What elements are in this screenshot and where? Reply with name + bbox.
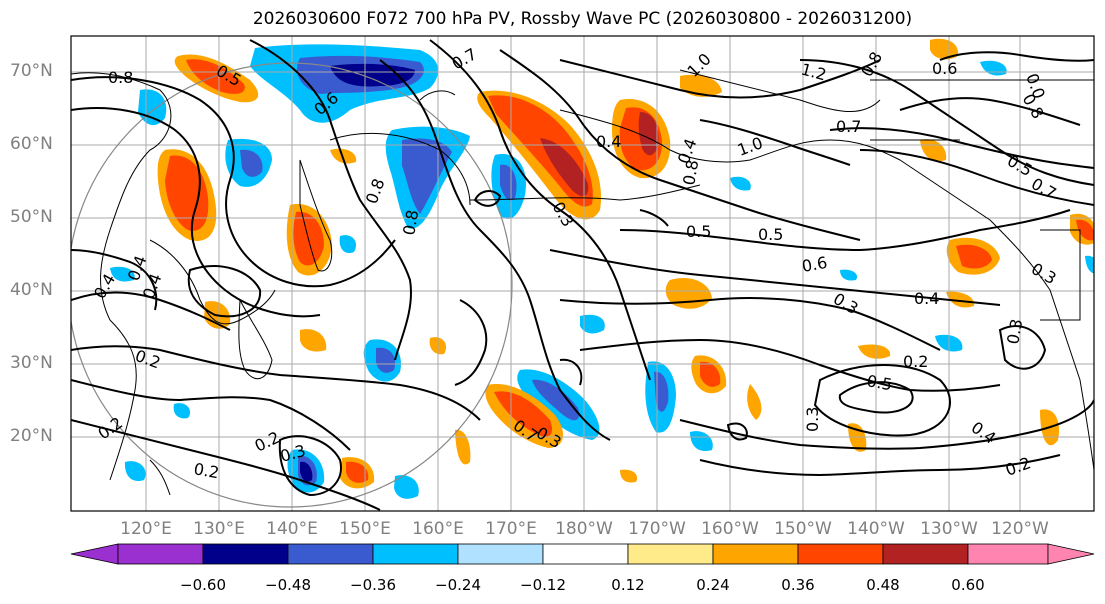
- map-frame: [70, 35, 1095, 512]
- colorbar-tick: 0.48: [866, 576, 900, 594]
- contour-label: 0.8: [679, 158, 702, 186]
- colorbar-tick: 0.12: [611, 576, 645, 594]
- map-title: 2026030600 F072 700 hPa PV, Rossby Wave …: [252, 9, 913, 29]
- contour-label: 0.2: [94, 413, 126, 443]
- lat-label-40n: 40°N: [10, 280, 53, 300]
- contour-label: 0.5: [865, 371, 893, 394]
- contour-label: 0.4: [914, 289, 939, 308]
- colorbar-bin: [882, 543, 969, 565]
- lon-label-140w: 140°W: [847, 519, 905, 539]
- contour-label: 0.3: [1003, 317, 1026, 345]
- pv-contours: [71, 39, 1094, 511]
- lat-label-20n: 20°N: [10, 426, 53, 446]
- colorbar-tick: −0.12: [520, 576, 566, 594]
- lon-label-150w: 150°W: [774, 519, 832, 539]
- contour-label: 0.4: [596, 132, 621, 151]
- contour-label: 0.3: [1028, 259, 1060, 288]
- colorbar: [70, 543, 1095, 565]
- colorbar-bin: [542, 543, 629, 565]
- contour-label: 0.6: [932, 59, 957, 78]
- colorbar-tick: −0.36: [350, 576, 396, 594]
- lon-label-140e: 140°E: [266, 519, 318, 539]
- lon-label-160w: 160°W: [701, 519, 759, 539]
- lon-label-170w: 170°W: [628, 519, 686, 539]
- colorbar-bin: [117, 543, 204, 565]
- contour-label: 0.7: [836, 117, 861, 136]
- contour-label: 0.7: [449, 44, 481, 73]
- contour-label: 0.5: [758, 225, 783, 244]
- colorbar-bin: [797, 543, 884, 565]
- colorbar-bin: [712, 543, 799, 565]
- negative-anomaly-shading: [110, 44, 1094, 499]
- contour-label: 0.2: [903, 352, 928, 371]
- contour-label: 0.6: [800, 253, 828, 276]
- colorbar-tick: 0.36: [781, 576, 815, 594]
- colorbar-bin: [202, 543, 289, 565]
- lon-label-130e: 130°E: [193, 519, 245, 539]
- contour-label: 0.3: [803, 407, 822, 432]
- contour-label: 0.7: [1028, 174, 1060, 203]
- lon-label-120e: 120°E: [120, 519, 172, 539]
- lat-label-30n: 30°N: [10, 353, 53, 373]
- contour-label: 0.2: [192, 459, 220, 482]
- lat-label-60n: 60°N: [10, 134, 53, 154]
- colorbar-tick: 0.24: [696, 576, 730, 594]
- lon-label-120w: 120°W: [991, 519, 1049, 539]
- graticule: [71, 36, 1094, 511]
- coastlines: [71, 69, 1094, 496]
- colorbar-tick: −0.60: [180, 576, 226, 594]
- lon-label-130w: 130°W: [920, 519, 978, 539]
- lat-label-70n: 70°N: [10, 61, 53, 81]
- lon-label-150e: 150°E: [339, 519, 391, 539]
- colorbar-over-arrow: [1047, 543, 1095, 565]
- colorbar-under-arrow: [70, 543, 119, 565]
- contour-label: 0.2: [1003, 453, 1033, 480]
- lat-label-50n: 50°N: [10, 207, 53, 227]
- contour-label: 0.2: [252, 428, 283, 456]
- contour-label: 0.8: [362, 176, 389, 206]
- lon-label-180w: 180°W: [555, 519, 613, 539]
- distance-circle: [71, 62, 513, 508]
- colorbar-tick: −0.48: [265, 576, 311, 594]
- contour-label: 0.3: [830, 289, 862, 318]
- colorbar-bin: [372, 543, 459, 565]
- colorbar-bin: [457, 543, 544, 565]
- colorbar-tick: −0.24: [435, 576, 481, 594]
- contour-label: 0.5: [686, 222, 711, 241]
- contour-label: 0.8: [399, 208, 422, 236]
- colorbar-bin: [967, 543, 1049, 565]
- lon-label-170e: 170°E: [485, 519, 537, 539]
- colorbar-bin: [627, 543, 714, 565]
- colorbar-bin: [287, 543, 374, 565]
- contour-label: 0.8: [108, 68, 133, 87]
- colorbar-tick: 0.60: [951, 576, 985, 594]
- lon-label-160e: 160°E: [412, 519, 464, 539]
